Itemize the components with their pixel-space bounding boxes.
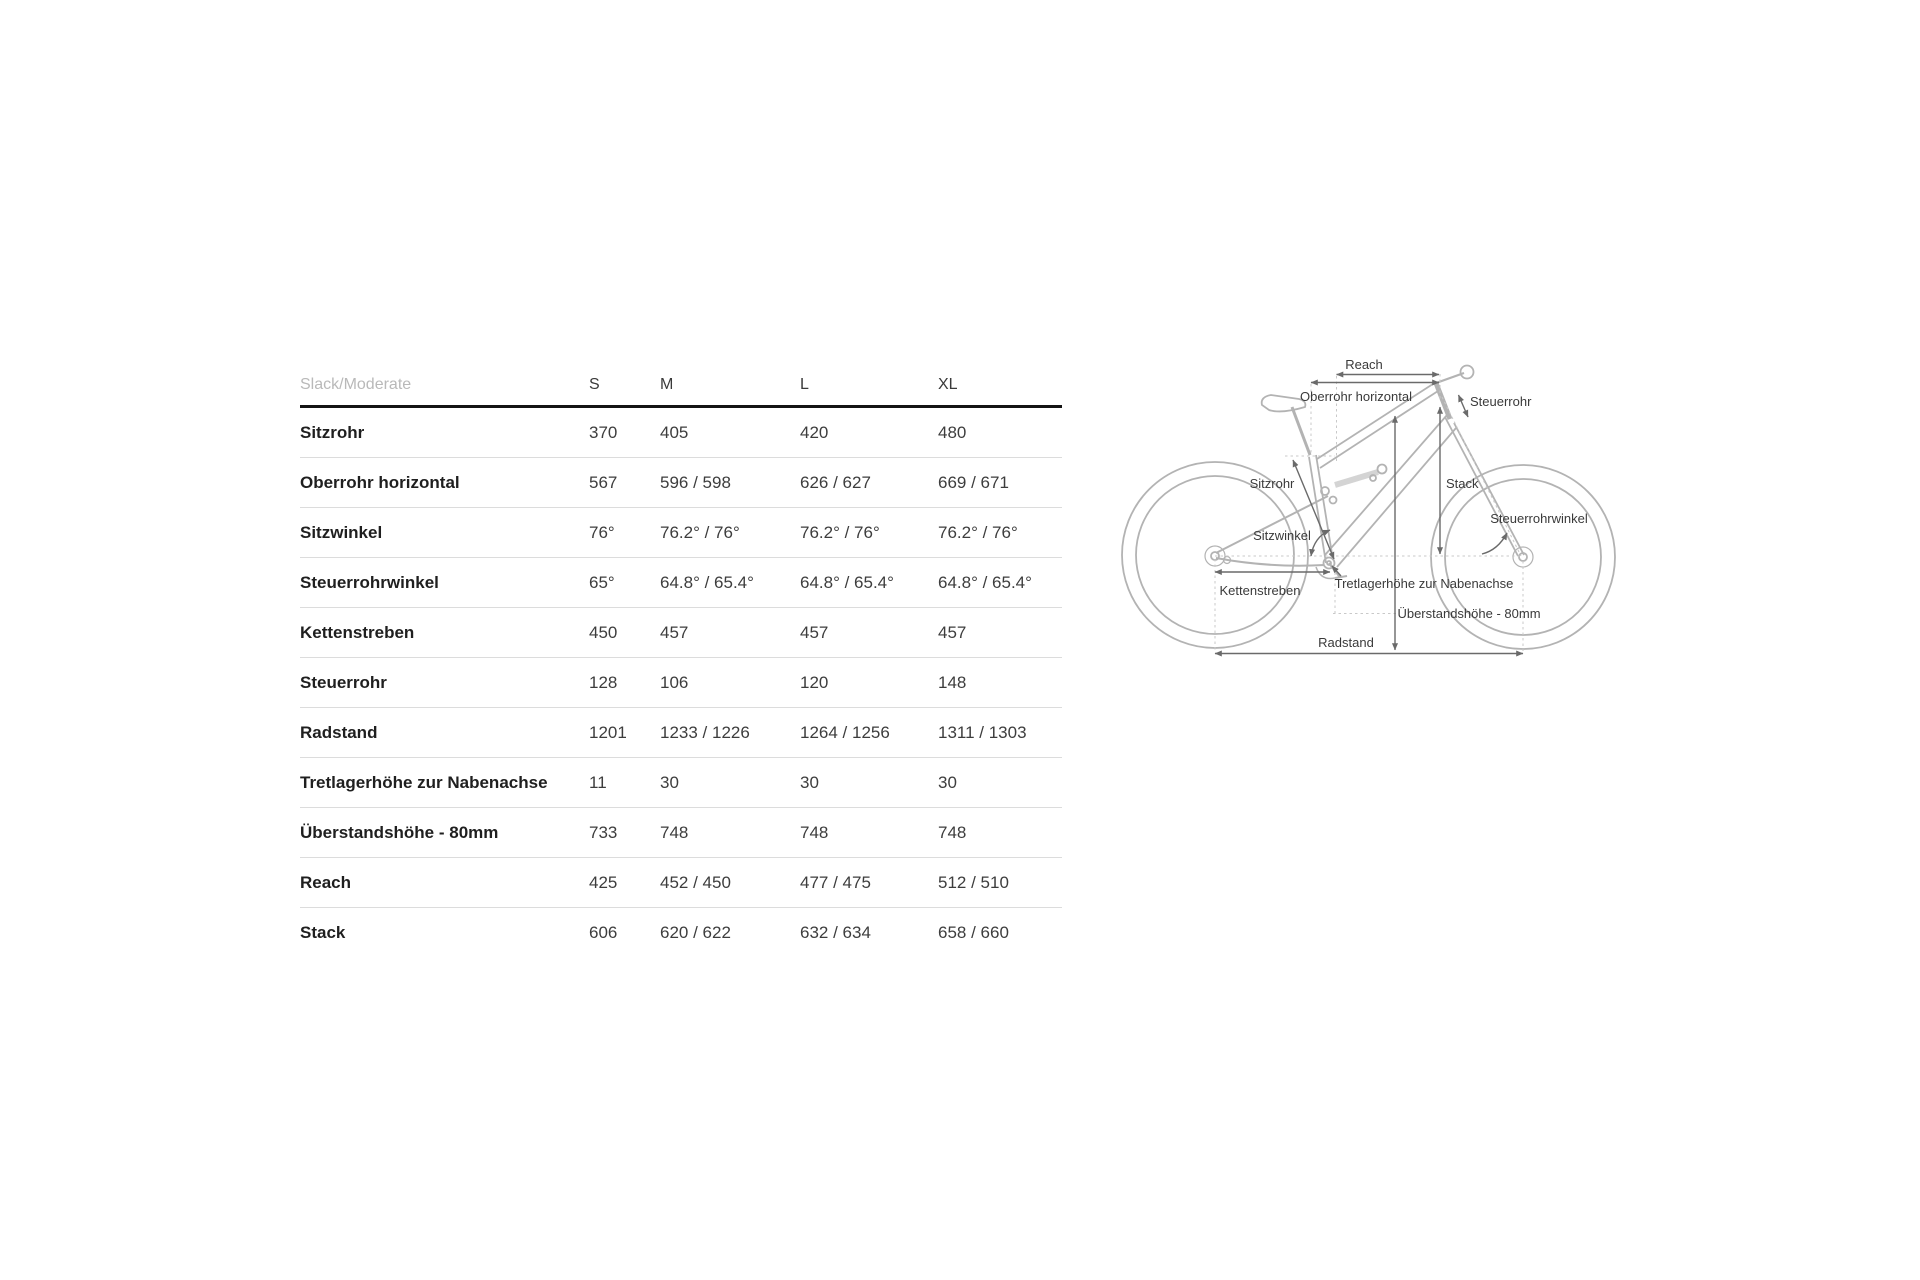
diagram-labels: Reach Oberrohr horizontal Steuerrohr Sit… bbox=[1220, 357, 1588, 650]
row-label: Steuerrohr bbox=[300, 672, 387, 692]
table-row: Steuerrohrwinkel 65° 64.8° / 65.4° 64.8°… bbox=[300, 558, 1062, 608]
sitzwinkel-arc bbox=[1309, 529, 1331, 557]
cell-s: 606 bbox=[589, 922, 618, 942]
cell-m: 64.8° / 65.4° bbox=[660, 572, 754, 592]
cell-m: 1233 / 1226 bbox=[660, 722, 750, 742]
table-row: Oberrohr horizontal 567 596 / 598 626 / … bbox=[300, 458, 1062, 508]
table-row: Reach 425 452 / 450 477 / 475 512 / 510 bbox=[300, 858, 1062, 908]
sitzrohr-label: Sitzrohr bbox=[1250, 476, 1295, 491]
cell-s: 76° bbox=[589, 522, 615, 542]
row-label: Sitzwinkel bbox=[300, 522, 383, 542]
cell-s: 11 bbox=[589, 772, 607, 792]
steuerrohr-label: Steuerrohr bbox=[1470, 394, 1532, 409]
sitzwinkel-label: Sitzwinkel bbox=[1253, 528, 1311, 543]
table-row: Kettenstreben 450 457 457 457 bbox=[300, 608, 1062, 658]
cell-s: 733 bbox=[589, 822, 618, 842]
radstand-label: Radstand bbox=[1318, 635, 1374, 650]
column-header-s: S bbox=[589, 376, 600, 393]
cell-xl: 512 / 510 bbox=[938, 872, 1009, 892]
steuerrohrwinkel-label: Steuerrohrwinkel bbox=[1490, 511, 1588, 526]
cell-l: 120 bbox=[800, 672, 829, 692]
cell-m: 457 bbox=[660, 622, 689, 642]
cell-xl: 480 bbox=[938, 422, 967, 442]
row-label: Kettenstreben bbox=[300, 622, 415, 642]
cell-m: 30 bbox=[660, 772, 679, 792]
table-row: Überstandshöhe - 80mm 733 748 748 748 bbox=[300, 808, 1062, 858]
row-label: Steuerrohrwinkel bbox=[300, 572, 439, 592]
geometry-table: Slack/Moderate S M L XL Sitzrohr 370 405… bbox=[300, 365, 1062, 957]
cell-l: 457 bbox=[800, 622, 829, 642]
cell-l: 64.8° / 65.4° bbox=[800, 572, 894, 592]
steuerrohr-arrow bbox=[1457, 394, 1469, 418]
row-label: Sitzrohr bbox=[300, 422, 365, 442]
column-header-xl: XL bbox=[938, 376, 958, 393]
cell-xl: 1311 / 1303 bbox=[938, 722, 1027, 742]
dimension-arrows bbox=[1214, 371, 1524, 657]
row-label: Stack bbox=[300, 922, 346, 942]
front-wheel bbox=[1430, 464, 1616, 650]
cell-l: 1264 / 1256 bbox=[800, 722, 890, 742]
oberrohr-label: Oberrohr horizontal bbox=[1300, 389, 1412, 404]
bike-geometry-diagram: Reach Oberrohr horizontal Steuerrohr Sit… bbox=[1121, 357, 1616, 657]
row-label: Radstand bbox=[300, 722, 378, 742]
row-label: Reach bbox=[300, 872, 352, 892]
cell-xl: 457 bbox=[938, 622, 967, 642]
cell-xl: 64.8° / 65.4° bbox=[938, 572, 1032, 592]
steuerrohrwinkel-arc bbox=[1481, 532, 1508, 555]
cell-xl: 669 / 671 bbox=[938, 472, 1009, 492]
table-row: Steuerrohr 128 106 120 148 bbox=[300, 658, 1062, 708]
stack-label: Stack bbox=[1446, 476, 1479, 491]
cell-m: 452 / 450 bbox=[660, 872, 731, 892]
column-header-m: M bbox=[660, 376, 674, 393]
cell-m: 106 bbox=[660, 672, 689, 692]
reach-label: Reach bbox=[1345, 357, 1383, 372]
cell-xl: 30 bbox=[938, 772, 957, 792]
cell-l: 748 bbox=[800, 822, 829, 842]
cell-s: 425 bbox=[589, 872, 618, 892]
cell-s: 370 bbox=[589, 422, 618, 442]
bb-pointer-arrow bbox=[1331, 565, 1342, 577]
cell-m: 620 / 622 bbox=[660, 922, 731, 942]
row-label: Tretlagerhöhe zur Nabenachse bbox=[300, 772, 548, 792]
cell-xl: 658 / 660 bbox=[938, 922, 1009, 942]
cell-l: 76.2° / 76° bbox=[800, 522, 880, 542]
cell-xl: 748 bbox=[938, 822, 967, 842]
cell-m: 405 bbox=[660, 422, 689, 442]
cell-s: 65° bbox=[589, 572, 615, 592]
column-header-l: L bbox=[800, 376, 809, 393]
table-row: Sitzrohr 370 405 420 480 bbox=[300, 408, 1062, 458]
sitzrohr-arrow bbox=[1292, 459, 1335, 560]
table-row: Stack 606 620 / 622 632 / 634 658 / 660 bbox=[300, 908, 1062, 957]
cell-m: 748 bbox=[660, 822, 689, 842]
kettenstreben-label: Kettenstreben bbox=[1220, 583, 1301, 598]
table-header: Slack/Moderate S M L XL bbox=[300, 365, 1062, 408]
table-row: Tretlagerhöhe zur Nabenachse 11 30 30 30 bbox=[300, 758, 1062, 808]
cell-xl: 148 bbox=[938, 672, 967, 692]
cell-l: 477 / 475 bbox=[800, 872, 871, 892]
cell-l: 30 bbox=[800, 772, 819, 792]
cell-s: 567 bbox=[589, 472, 618, 492]
table-row: Sitzwinkel 76° 76.2° / 76° 76.2° / 76° 7… bbox=[300, 508, 1062, 558]
cell-s: 450 bbox=[589, 622, 618, 642]
cell-xl: 76.2° / 76° bbox=[938, 522, 1018, 542]
guide-lines bbox=[1214, 374, 1524, 651]
tretlagerhoehe-label: Tretlagerhöhe zur Nabenachse bbox=[1335, 576, 1514, 591]
cell-m: 76.2° / 76° bbox=[660, 522, 740, 542]
cell-l: 626 / 627 bbox=[800, 472, 871, 492]
cell-m: 596 / 598 bbox=[660, 472, 731, 492]
table-header-title: Slack/Moderate bbox=[300, 376, 412, 393]
row-label: Überstandshöhe - 80mm bbox=[300, 822, 499, 842]
table-row: Radstand 1201 1233 / 1226 1264 / 1256 13… bbox=[300, 708, 1062, 758]
ueberstandshoehe-label: Überstandshöhe - 80mm bbox=[1397, 606, 1540, 621]
cell-l: 420 bbox=[800, 422, 829, 442]
cell-s: 1201 bbox=[589, 722, 627, 742]
cell-s: 128 bbox=[589, 672, 618, 692]
row-label: Oberrohr horizontal bbox=[300, 472, 460, 492]
cell-l: 632 / 634 bbox=[800, 922, 871, 942]
